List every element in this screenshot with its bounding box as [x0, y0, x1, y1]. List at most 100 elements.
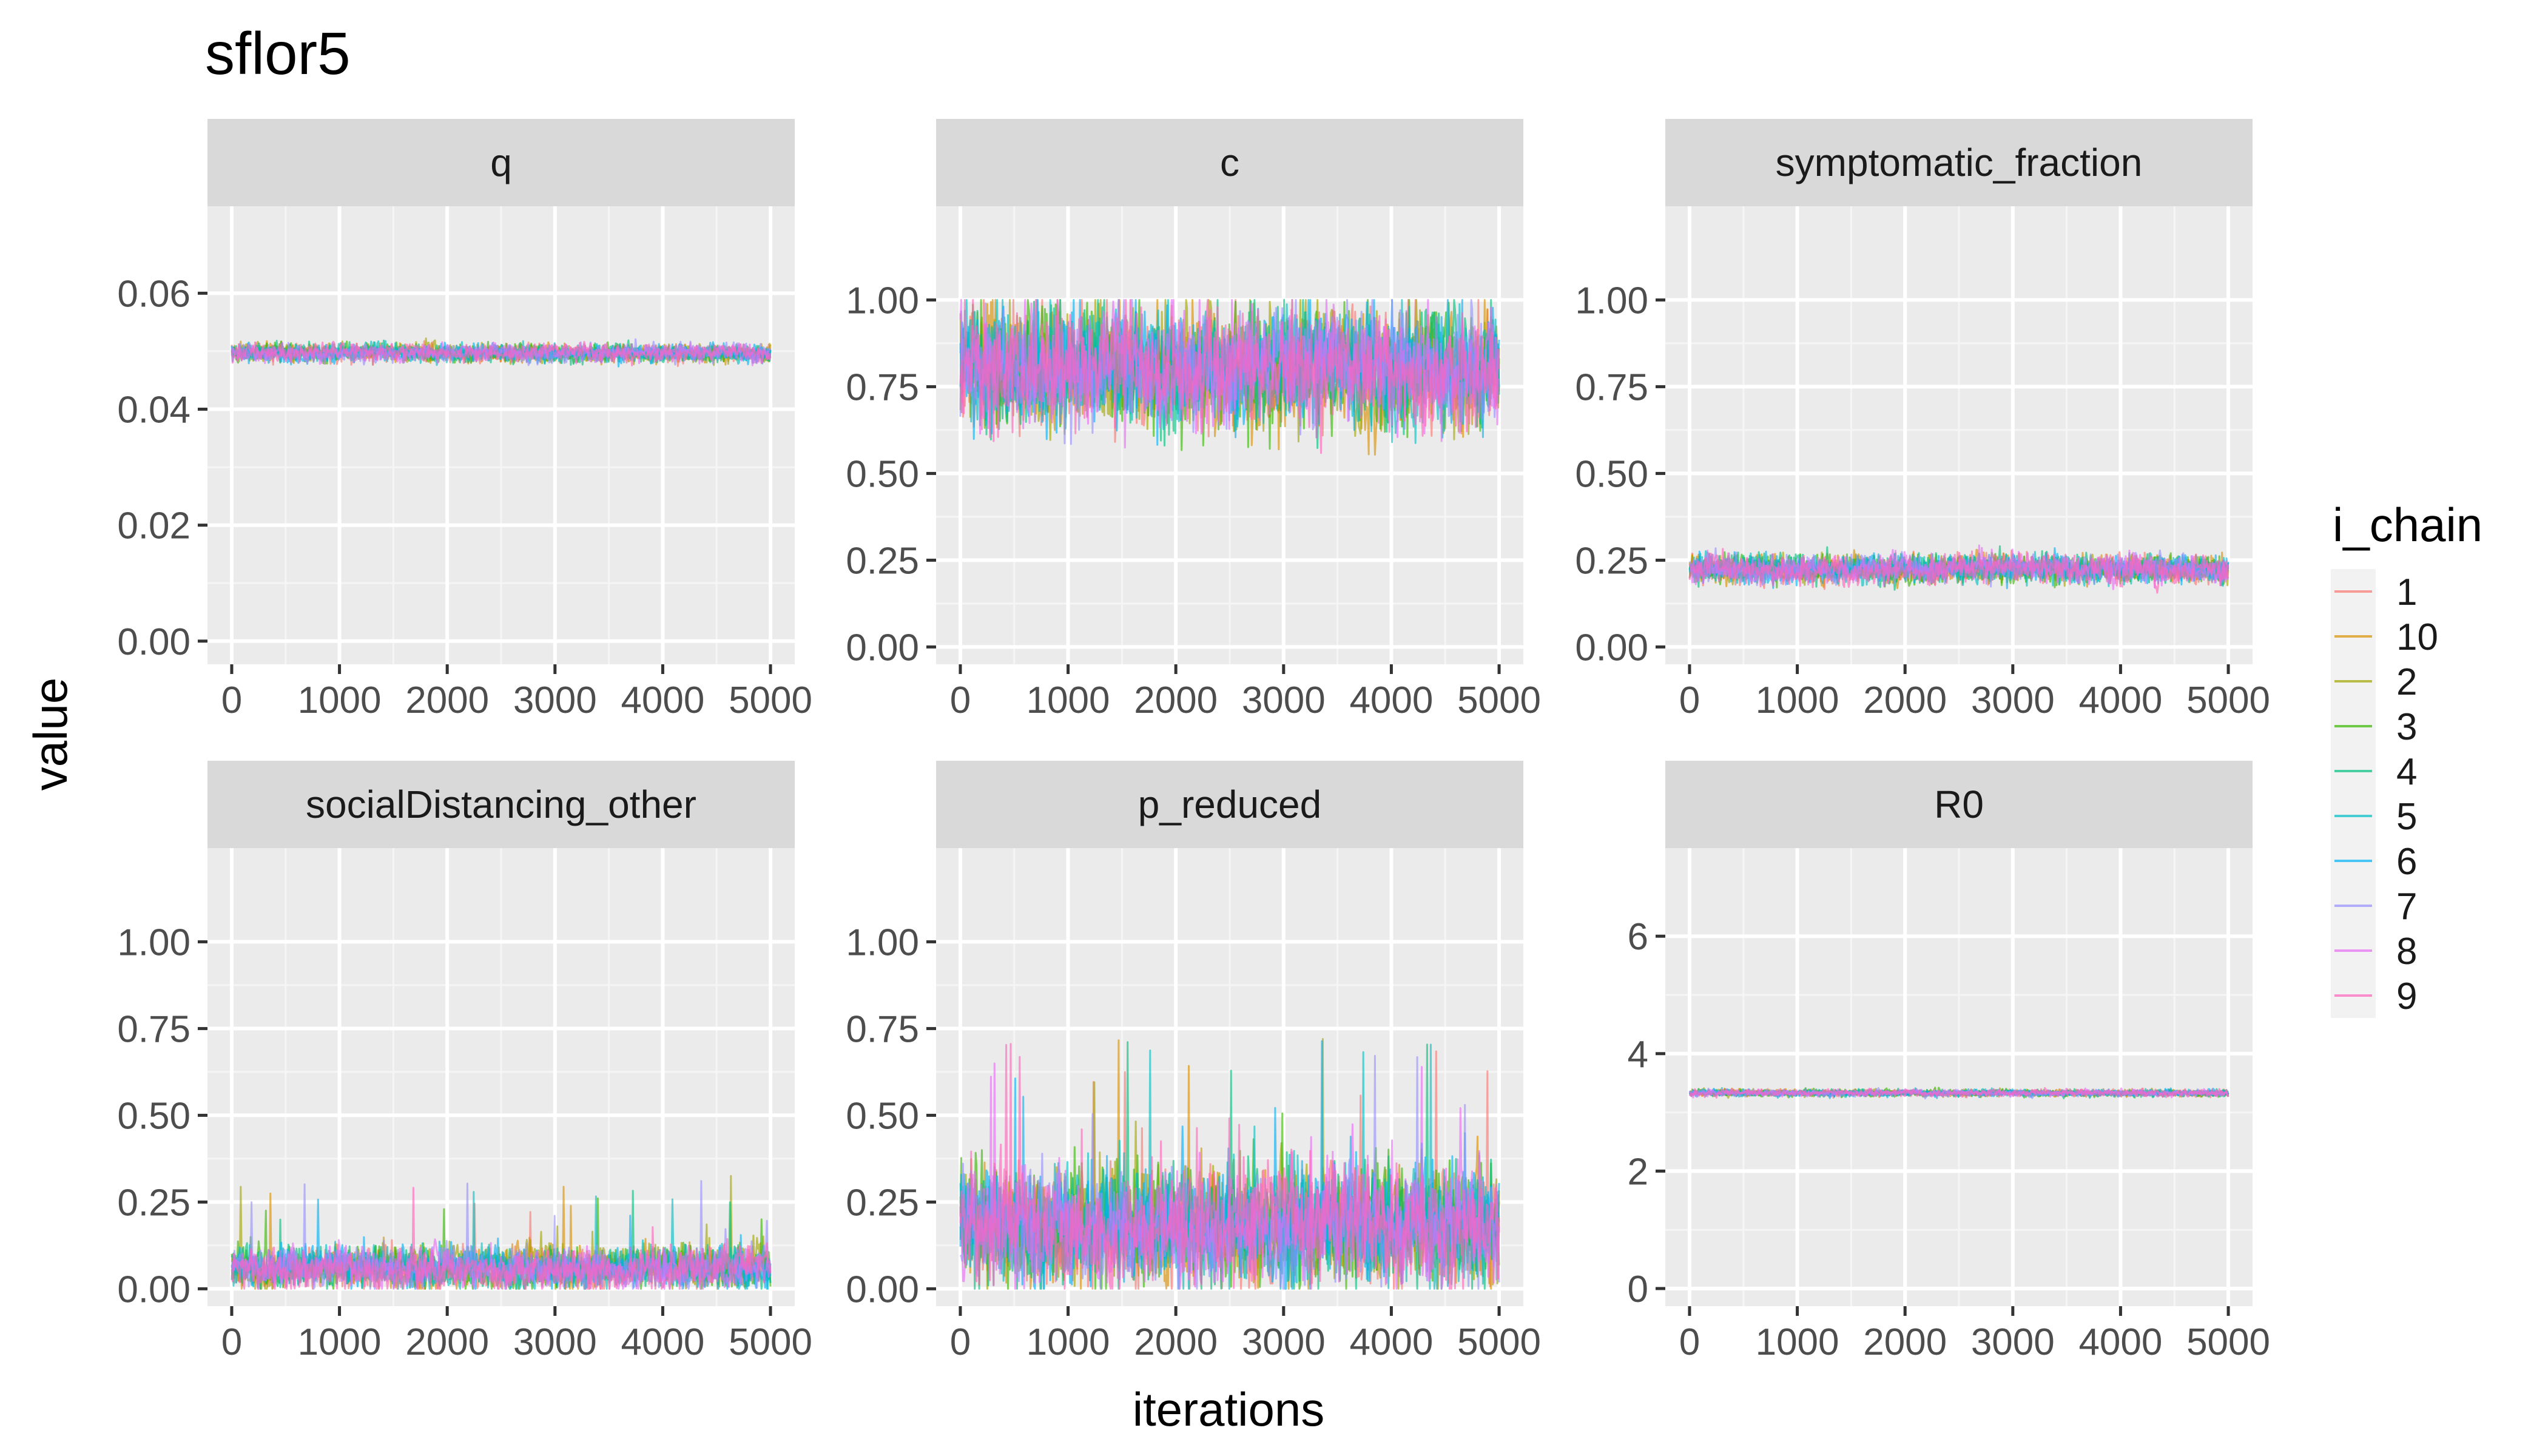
y-tick-label: 1.00	[846, 280, 919, 322]
chain-trace	[231, 340, 772, 366]
x-tick-label: 5000	[2186, 1321, 2270, 1363]
y-tick-label: 0.50	[846, 1095, 919, 1137]
legend-item: 3	[2331, 704, 2417, 749]
x-tick-label: 0	[950, 1321, 971, 1363]
strip-background	[936, 119, 1523, 206]
y-tick-label: 0.00	[846, 627, 919, 669]
y-tick-label: 0.50	[117, 1095, 190, 1137]
y-axis-title: value	[24, 678, 77, 790]
y-tick-label: 1.00	[846, 922, 919, 963]
y-tick-label: 0.00	[1575, 627, 1648, 669]
legend-title: i_chain	[2333, 498, 2482, 551]
y-tick-label: 0.25	[846, 540, 919, 582]
legend-label: 7	[2396, 886, 2417, 928]
x-tick-label: 2000	[1863, 1321, 1947, 1363]
legend-item: 1	[2331, 569, 2417, 614]
x-tick-label: 1000	[1756, 1321, 1839, 1363]
strip-label: p_reduced	[1138, 783, 1321, 826]
y-tick-label: 0.50	[1575, 453, 1648, 495]
facet-panel: c 0.00 0.25 0.50 0.75 1.00 0 1000 2000 3000 4000 50…	[846, 119, 1541, 721]
legend-label: 1	[2396, 571, 2417, 613]
chain-trace	[959, 298, 1500, 449]
x-tick-label: 4000	[1349, 679, 1433, 721]
x-tick-label: 5000	[1457, 1321, 1541, 1363]
strip-background	[207, 119, 795, 206]
x-tick-label: 0	[1679, 1321, 1700, 1363]
x-tick-label: 0	[221, 679, 242, 721]
x-tick-label: 2000	[405, 679, 489, 721]
y-tick-label: 0.04	[117, 389, 190, 431]
legend-item: 4	[2331, 749, 2417, 794]
x-tick-label: 4000	[1349, 1321, 1433, 1363]
x-tick-label: 2000	[1134, 1321, 1218, 1363]
y-tick-label: 0.25	[1575, 540, 1648, 582]
x-tick-label: 1000	[1756, 679, 1839, 721]
strip-label: c	[1220, 141, 1239, 184]
x-tick-label: 0	[950, 679, 971, 721]
y-tick-label: 2	[1628, 1151, 1648, 1193]
legend-item: 10	[2331, 614, 2438, 659]
x-tick-label: 5000	[2186, 679, 2270, 721]
legend-item: 2	[2331, 659, 2417, 704]
y-tick-label: 0.75	[846, 366, 919, 408]
x-tick-label: 5000	[729, 1321, 812, 1363]
strip-background	[207, 761, 795, 848]
x-tick-label: 5000	[1457, 679, 1541, 721]
facet-panels: q0.000.020.040.060 1000 2000 3000 4000 5000c0…	[117, 119, 2270, 1363]
legend-label: 4	[2396, 751, 2417, 793]
y-tick-label: 0.50	[846, 453, 919, 495]
facet-panel: symptomatic_fraction 0.00 0.25 0.50 0.75 1.00…	[1575, 119, 2270, 721]
strip-label: symptomatic_fraction	[1776, 141, 2143, 184]
y-tick-label: 0.75	[846, 1008, 919, 1050]
facet-panel: q 0.00 0.02 0.04 0.06 0 1000 2000 3000 4000 5000	[117, 119, 812, 721]
x-tick-label: 1000	[1026, 1321, 1110, 1363]
legend-item: 6	[2331, 838, 2417, 883]
facet-panel: p_reduced 0.00 0.25 0.50 0.75 1.00 0 1000 2000 30…	[846, 761, 1541, 1363]
x-tick-label: 0	[1679, 679, 1700, 721]
facet-panel: R0 0 2 4 6 0 1000 2000 3000 4000 5000	[1628, 761, 2270, 1363]
strip-background	[936, 761, 1523, 848]
x-tick-label: 1000	[1026, 679, 1110, 721]
y-tick-label: 4	[1628, 1034, 1648, 1076]
y-tick-label: 0.00	[117, 621, 190, 663]
y-tick-label: 0	[1628, 1269, 1648, 1310]
y-tick-label: 0.02	[117, 505, 190, 547]
legend-label: 9	[2396, 976, 2417, 1017]
x-tick-label: 4000	[621, 679, 704, 721]
y-tick-label: 0.75	[117, 1008, 190, 1050]
y-tick-label: 0.00	[117, 1269, 190, 1310]
x-tick-label: 2000	[405, 1321, 489, 1363]
strip-label: socialDistancing_other	[306, 783, 696, 826]
legend-item: 5	[2331, 794, 2417, 838]
y-tick-label: 1.00	[1575, 280, 1648, 322]
x-tick-label: 3000	[513, 679, 597, 721]
legend-item: 8	[2331, 928, 2417, 973]
x-tick-label: 4000	[2078, 1321, 2162, 1363]
x-tick-label: 0	[221, 1321, 242, 1363]
chain-trace	[959, 298, 1500, 454]
y-tick-label: 0.00	[846, 1269, 919, 1310]
chart-title: sflor5	[205, 20, 351, 87]
x-tick-label: 2000	[1134, 679, 1218, 721]
chain-trace	[231, 1187, 772, 1290]
x-tick-label: 3000	[513, 1321, 597, 1363]
legend-item: 7	[2331, 883, 2417, 928]
x-tick-label: 3000	[1242, 1321, 1326, 1363]
legend-label: 8	[2396, 931, 2417, 972]
y-tick-label: 0.75	[1575, 366, 1648, 408]
legend-label: 10	[2396, 616, 2438, 658]
y-tick-label: 1.00	[117, 922, 190, 963]
chain-trace	[231, 341, 772, 366]
chain-trace	[1688, 1087, 2230, 1099]
legend-item: 9	[2331, 973, 2417, 1018]
y-tick-label: 0.25	[117, 1182, 190, 1224]
strip-label: R0	[1934, 783, 1984, 826]
x-tick-label: 3000	[1971, 679, 2055, 721]
x-tick-label: 1000	[298, 1321, 382, 1363]
x-tick-label: 5000	[729, 679, 812, 721]
strip-background	[1665, 119, 2253, 206]
x-tick-label: 1000	[298, 679, 382, 721]
